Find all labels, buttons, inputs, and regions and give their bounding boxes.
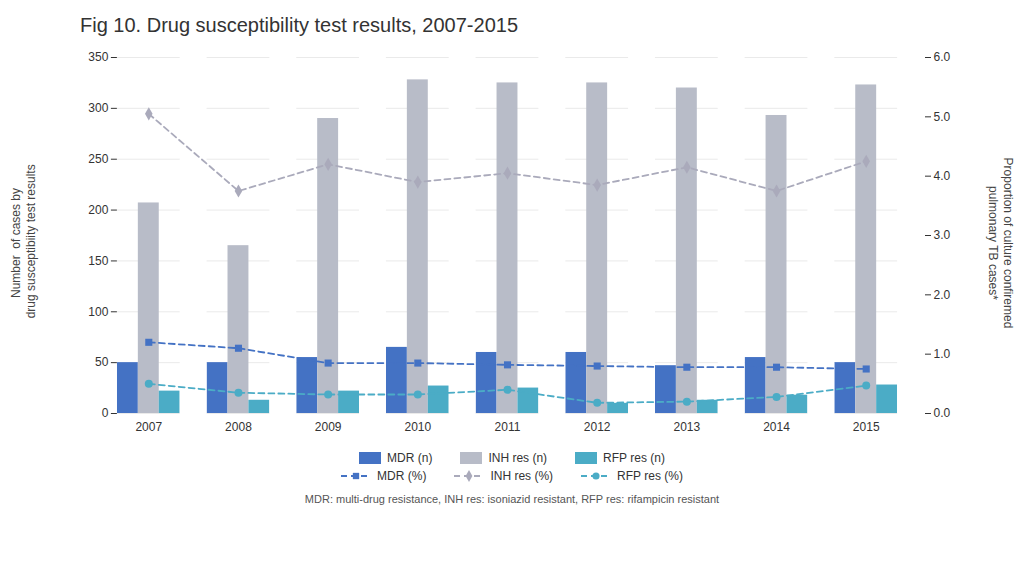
html-text:Number of cases by drug suscep: Number of cases by drug susceptibiity te… [9, 164, 38, 322]
html-text:MDR (%): MDR (%) [377, 469, 427, 483]
html-text:MDR: multi-drug resistance, IN: MDR: multi-drug resistance, INH res: iso… [304, 493, 720, 505]
svg-text:50: 50 [95, 355, 109, 369]
svg-text:5.0: 5.0 [934, 110, 951, 124]
html-text:INH res (n): INH res (n) [488, 451, 548, 465]
svg-text:2.0: 2.0 [934, 288, 951, 302]
html-text:RFP res (%): RFP res (%) [617, 469, 683, 483]
svg-text:2013: 2013 [674, 420, 701, 434]
svg-text:250: 250 [88, 152, 108, 166]
html-text:Fig 10. Drug susceptibility te: Fig 10. Drug susceptibility test results… [80, 14, 518, 36]
svg-text:2015: 2015 [853, 420, 880, 434]
svg-text:2007: 2007 [135, 420, 162, 434]
svg-text:2008: 2008 [225, 420, 252, 434]
svg-text:2012: 2012 [584, 420, 611, 434]
html-text:INH res (%): INH res (%) [490, 469, 554, 483]
svg-text:6.0: 6.0 [934, 50, 951, 64]
svg-text:4.0: 4.0 [934, 169, 951, 183]
svg-text:2011: 2011 [495, 420, 521, 434]
svg-text:2009: 2009 [315, 420, 342, 434]
svg-text:2010: 2010 [404, 420, 431, 434]
svg-text:1.0: 1.0 [934, 347, 951, 361]
svg-text:0: 0 [102, 406, 109, 420]
svg-text:350: 350 [88, 50, 108, 64]
html-text:RFP res (n): RFP res (n) [603, 451, 665, 465]
html-text:MDR (n): MDR (n) [387, 451, 433, 465]
svg-text:2014: 2014 [763, 420, 790, 434]
svg-text:100: 100 [88, 305, 108, 319]
svg-text:150: 150 [88, 254, 108, 268]
svg-text:0.0: 0.0 [934, 406, 951, 420]
svg-text:3.0: 3.0 [934, 228, 951, 242]
html-text:Proportion of culture confirem: Proportion of culture confiremed pulmona… [986, 157, 1015, 329]
svg-text:300: 300 [88, 101, 108, 115]
svg-text:200: 200 [88, 203, 108, 217]
